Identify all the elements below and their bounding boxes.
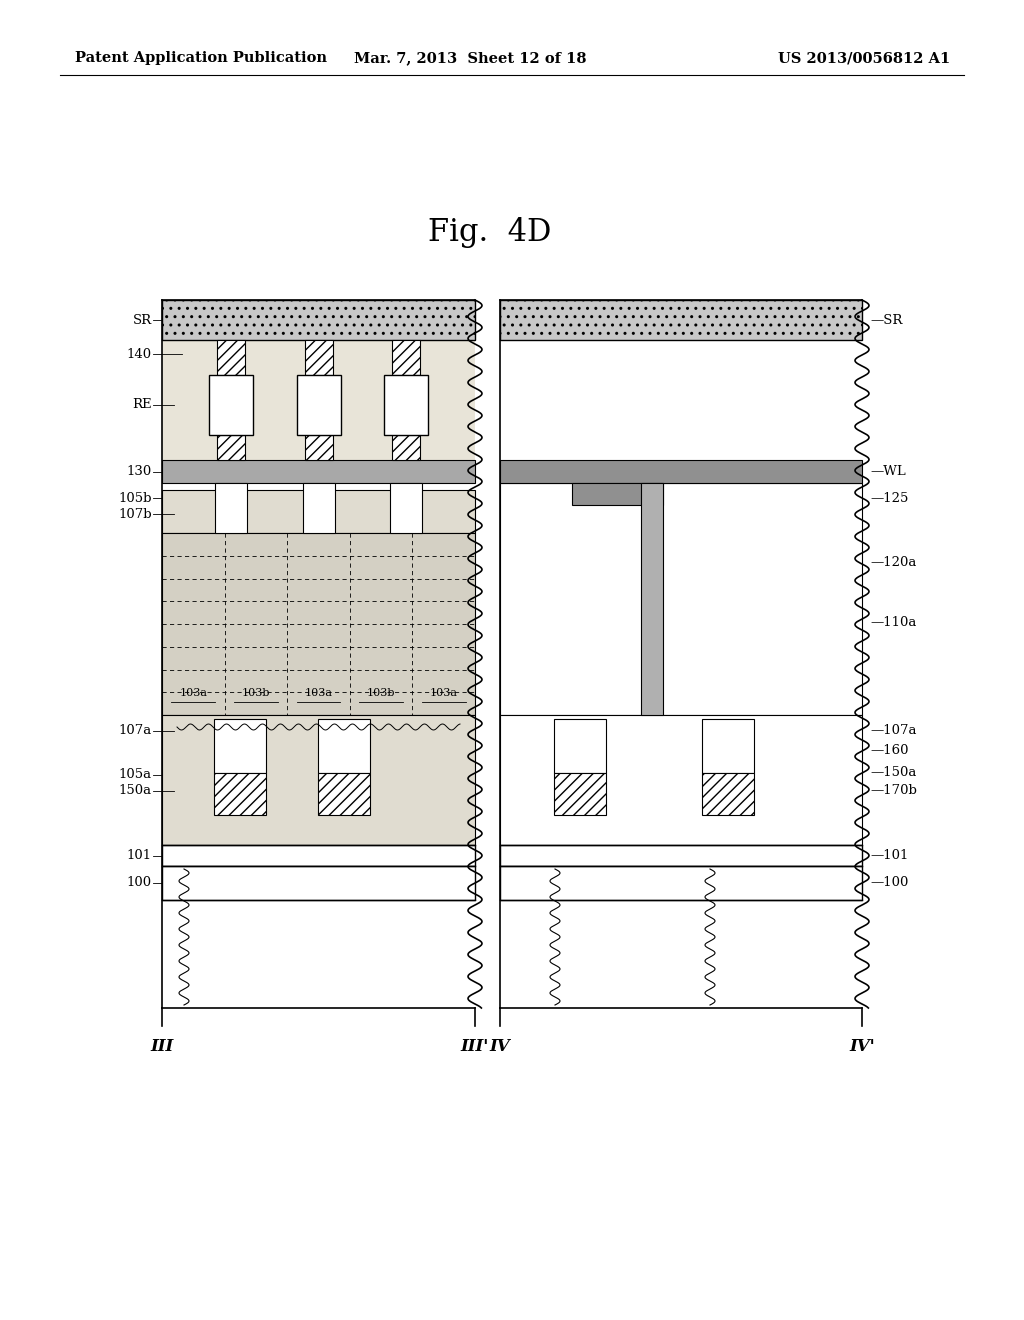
Text: 130: 130 — [127, 465, 152, 478]
Bar — [500, 300, 862, 341]
Bar — [302, 483, 335, 533]
Bar — [554, 719, 605, 774]
Bar — [214, 774, 266, 814]
Bar — [162, 533, 475, 715]
Text: 105b: 105b — [119, 491, 152, 504]
Text: —170b: —170b — [870, 784, 916, 796]
Text: 103a: 103a — [430, 688, 458, 698]
Text: 103b: 103b — [242, 688, 270, 698]
Bar — [572, 483, 664, 506]
Bar — [702, 719, 754, 774]
Bar — [500, 341, 862, 459]
Text: 105a: 105a — [119, 768, 152, 781]
Bar — [702, 774, 754, 814]
Bar — [162, 715, 475, 845]
Text: —100: —100 — [870, 876, 908, 890]
Text: Patent Application Publication: Patent Application Publication — [75, 51, 327, 65]
Text: 107b: 107b — [119, 507, 152, 520]
Bar — [392, 436, 420, 459]
Bar — [209, 375, 253, 436]
Bar — [162, 490, 475, 533]
Bar — [162, 866, 475, 900]
Bar — [162, 300, 475, 341]
Bar — [641, 483, 664, 715]
Text: 107a: 107a — [119, 725, 152, 738]
Text: 140: 140 — [127, 347, 152, 360]
Bar — [162, 845, 475, 866]
Bar — [390, 483, 422, 533]
Text: —101: —101 — [870, 849, 908, 862]
Text: IV: IV — [489, 1038, 510, 1055]
Text: 100: 100 — [127, 876, 152, 890]
Text: SR: SR — [133, 314, 152, 326]
Text: 103b: 103b — [367, 688, 395, 698]
Text: 103a: 103a — [304, 688, 333, 698]
Bar — [317, 774, 370, 814]
Bar — [215, 483, 247, 533]
Bar — [554, 774, 605, 814]
Bar — [392, 341, 420, 375]
Bar — [317, 719, 370, 774]
Text: RE: RE — [132, 399, 152, 412]
Text: Mar. 7, 2013  Sheet 12 of 18: Mar. 7, 2013 Sheet 12 of 18 — [353, 51, 587, 65]
Bar — [217, 341, 245, 375]
Bar — [162, 341, 475, 459]
Text: US 2013/0056812 A1: US 2013/0056812 A1 — [778, 51, 950, 65]
Bar — [162, 459, 475, 483]
Bar — [500, 459, 862, 483]
Bar — [500, 900, 862, 1008]
Text: —160: —160 — [870, 744, 908, 758]
Text: IV': IV' — [849, 1038, 874, 1055]
Text: —SR: —SR — [870, 314, 902, 326]
Text: 103a: 103a — [179, 688, 207, 698]
Text: III': III' — [461, 1038, 489, 1055]
Bar — [162, 900, 475, 1008]
Bar — [304, 341, 333, 375]
Text: III: III — [151, 1038, 174, 1055]
Bar — [217, 436, 245, 459]
Bar — [500, 845, 862, 866]
Bar — [384, 375, 428, 436]
Text: —125: —125 — [870, 491, 908, 504]
Bar — [500, 715, 862, 845]
Text: —120a: —120a — [870, 557, 916, 569]
Bar — [214, 719, 266, 774]
Text: —WL: —WL — [870, 465, 906, 478]
Bar — [304, 436, 333, 459]
Text: 150a: 150a — [119, 784, 152, 797]
Bar — [297, 375, 341, 436]
Text: Fig.  4D: Fig. 4D — [428, 216, 552, 248]
Text: —110a: —110a — [870, 616, 916, 630]
Text: —150a: —150a — [870, 766, 916, 779]
Text: —107a: —107a — [870, 725, 916, 738]
Text: 101: 101 — [127, 849, 152, 862]
Bar — [500, 483, 862, 715]
Bar — [500, 866, 862, 900]
